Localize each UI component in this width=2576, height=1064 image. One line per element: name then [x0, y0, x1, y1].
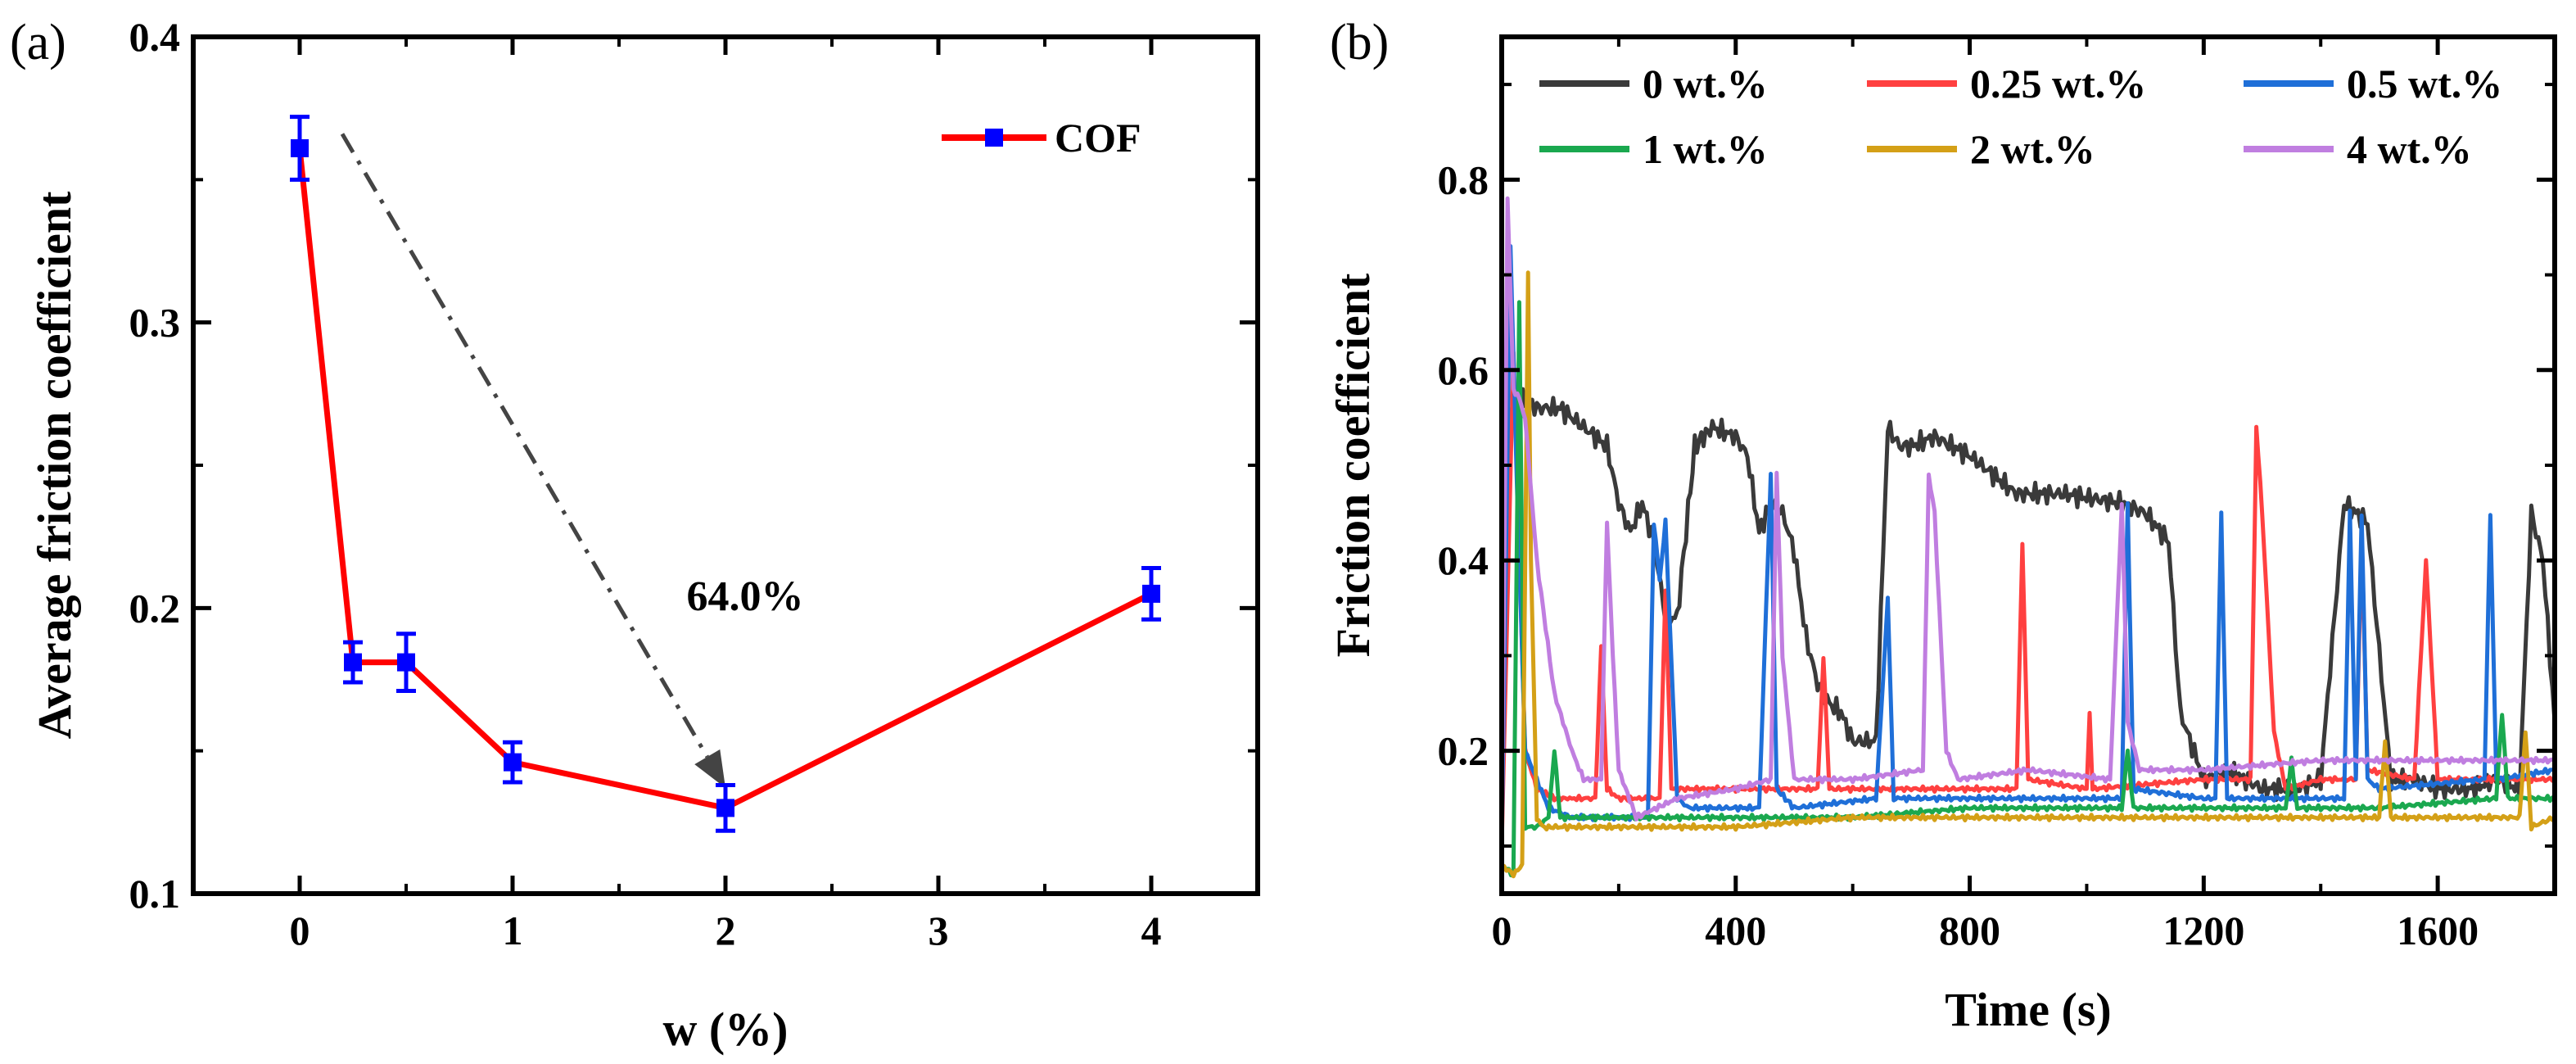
legend-label-cof: COF	[1055, 115, 1141, 161]
data-point	[291, 138, 309, 157]
y-tick-label-a: 0.4	[129, 14, 181, 60]
y-tick-label-b: 0.4	[1438, 537, 1489, 583]
data-point	[397, 653, 415, 672]
legend-label-4: 2 wt.%	[1970, 126, 2095, 172]
x-tick-label-a: 0	[290, 908, 310, 953]
x-tick-label-b: 800	[1939, 908, 2000, 953]
x-tick-label-b: 400	[1705, 908, 1766, 953]
y-tick-label-b: 0.8	[1438, 156, 1489, 202]
annotation-text: 64.0%	[687, 573, 804, 620]
panel-a-xlabel: w (%)	[662, 1003, 788, 1056]
x-tick-label-a: 3	[929, 908, 949, 953]
panel-b-xlabel: Time (s)	[1945, 983, 2112, 1036]
legend-label-3: 1 wt.%	[1643, 126, 1768, 172]
data-point	[504, 753, 522, 772]
arrow-line	[340, 133, 709, 758]
data-point	[1142, 584, 1160, 603]
x-tick-label-b: 1200	[2162, 908, 2244, 953]
legend-label-2: 0.5 wt.%	[2347, 61, 2502, 106]
panel-a-label: (a)	[10, 15, 66, 70]
legend-label-1: 0.25 wt.%	[1970, 61, 2146, 106]
x-tick-label-a: 2	[716, 908, 736, 953]
y-tick-label-a: 0.1	[129, 871, 181, 917]
series-line-0-5-wt-	[1499, 244, 2556, 846]
panel-a-ylabel: Average friction coefficient	[28, 191, 81, 739]
y-tick-label-a: 0.3	[129, 300, 181, 346]
x-tick-label-a: 4	[1141, 908, 1162, 953]
legend-label-0: 0 wt.%	[1643, 61, 1768, 106]
panel-b-ylabel: Friction coefficient	[1326, 273, 1380, 657]
cof-line	[296, 147, 1153, 811]
panel-a: (a) 0 1 2 3 4 0.1 0.2 0.3 0.4 64.0% COF w (%) A…	[10, 14, 1260, 1056]
y-tick-label-b: 0.6	[1438, 347, 1489, 393]
data-point	[344, 653, 362, 672]
series-line-2-wt-	[1500, 270, 2556, 879]
legend-marker-cof	[985, 129, 1003, 147]
series-line-0-25-wt-	[1499, 350, 2556, 846]
panel-b: (b) 0 400 800 1200 1600 0.2 0.4 0.6 0.8 0 wt.% 0…	[1326, 15, 2557, 1036]
y-tick-label-a: 0.2	[129, 585, 181, 631]
y-tick-label-b: 0.2	[1438, 728, 1489, 774]
series-line-0-wt-	[1499, 387, 2557, 846]
legend-label-5: 4 wt.%	[2347, 126, 2472, 172]
panel-b-label: (b)	[1330, 15, 1389, 70]
panel-a-frame	[191, 34, 1260, 896]
series-line-4-wt-	[1499, 196, 2556, 846]
x-tick-label-b: 1600	[2397, 908, 2479, 953]
x-tick-label-b: 0	[1492, 908, 1512, 953]
data-point	[716, 799, 734, 817]
arrow-head	[694, 749, 725, 788]
x-tick-label-a: 1	[503, 908, 523, 953]
